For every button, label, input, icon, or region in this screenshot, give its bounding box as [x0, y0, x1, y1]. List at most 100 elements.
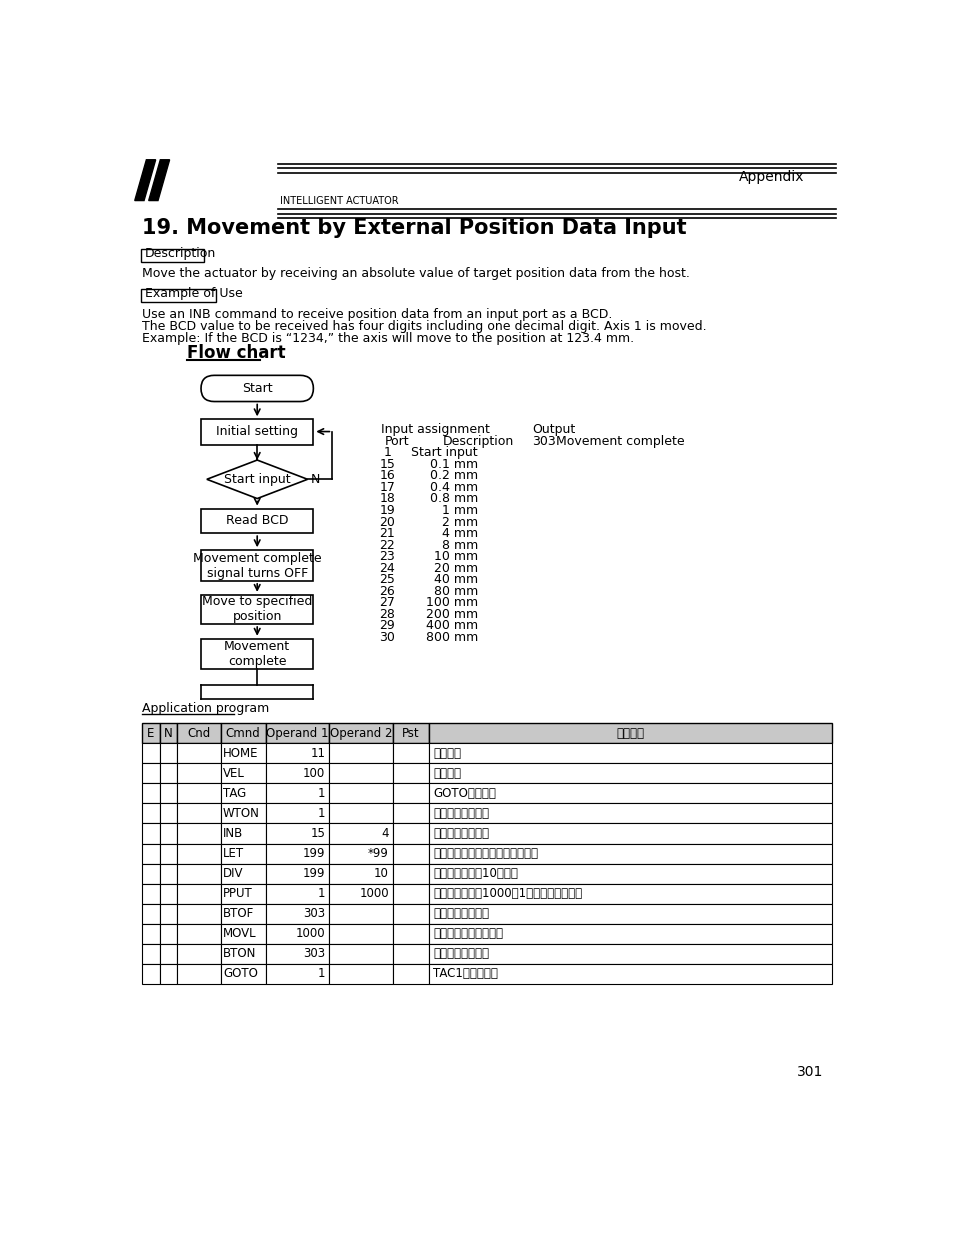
Text: Start: Start [242, 382, 273, 395]
Bar [220, 824, 266, 844]
Bar [429, 844, 831, 863]
Text: Movement complete
signal turns OFF: Movement complete signal turns OFF [193, 552, 321, 579]
Text: 30: 30 [379, 631, 395, 643]
Text: E: E [147, 727, 154, 740]
Bar [142, 763, 159, 783]
Bar [220, 963, 266, 983]
Text: 0.1 mm: 0.1 mm [430, 458, 477, 471]
Bar [159, 963, 176, 983]
Bar [142, 844, 159, 863]
Text: 100: 100 [303, 767, 325, 781]
Bar [176, 844, 220, 863]
Text: 199: 199 [303, 867, 325, 881]
Bar [429, 904, 831, 924]
Bar [266, 904, 329, 924]
Text: 400 mm: 400 mm [425, 620, 477, 632]
Text: 0.2 mm: 0.2 mm [430, 469, 477, 483]
Bar [220, 724, 266, 743]
Text: 24: 24 [379, 562, 395, 574]
Bar [266, 724, 329, 743]
Bar [393, 924, 429, 944]
Bar [220, 743, 266, 763]
Bar [266, 883, 329, 904]
Bar [159, 743, 176, 763]
Text: Cmnd: Cmnd [226, 727, 260, 740]
Bar [176, 804, 220, 824]
Bar [176, 824, 220, 844]
Bar [176, 883, 220, 904]
Text: 1000: 1000 [359, 887, 389, 900]
Bar [201, 419, 313, 445]
Text: Cnd: Cnd [187, 727, 210, 740]
Bar [176, 944, 220, 963]
Text: *99: *99 [368, 847, 389, 860]
Bar [220, 804, 266, 824]
Bar [393, 863, 429, 883]
Bar [329, 944, 393, 963]
Text: 28: 28 [379, 608, 395, 621]
Text: 80 mm: 80 mm [434, 585, 477, 598]
Text: Example: If the BCD is “1234,” the axis will move to the position at 123.4 mm.: Example: If the BCD is “1234,” the axis … [142, 332, 634, 346]
Bar [429, 804, 831, 824]
Text: GOTOの飛び先: GOTOの飛び先 [433, 787, 496, 800]
Bar [393, 963, 429, 983]
Bar [266, 804, 329, 824]
Bar [329, 863, 393, 883]
Text: Description: Description [145, 247, 215, 259]
Text: WTON: WTON [223, 806, 260, 820]
Bar [142, 963, 159, 983]
Text: Input assignment: Input assignment [381, 424, 490, 436]
FancyBboxPatch shape [201, 375, 313, 401]
Bar [329, 783, 393, 804]
Bar [429, 883, 831, 904]
Text: The BCD value to be received has four digits including one decimal digit. Axis 1: The BCD value to be received has four di… [142, 320, 706, 333]
Text: ポジションナン1000の1軸目にデータ代入: ポジションナン1000の1軸目にデータ代入 [433, 887, 581, 900]
Bar [159, 783, 176, 804]
Text: 17: 17 [379, 480, 395, 494]
Text: BTON: BTON [223, 947, 256, 960]
Bar [201, 638, 313, 669]
Text: 速度設定: 速度設定 [433, 767, 460, 781]
Text: 小数点付けの為実数変数にコピー: 小数点付けの為実数変数にコピー [433, 847, 537, 860]
Text: Output: Output [532, 424, 575, 436]
Text: 19: 19 [379, 504, 395, 517]
Text: Application program: Application program [142, 701, 270, 715]
Text: 0.8 mm: 0.8 mm [430, 493, 477, 505]
Bar [142, 824, 159, 844]
Text: Start input: Start input [411, 446, 477, 459]
Bar [159, 863, 176, 883]
Text: Flow chart: Flow chart [187, 343, 286, 362]
Text: DIV: DIV [223, 867, 243, 881]
Bar [220, 783, 266, 804]
Bar [159, 724, 176, 743]
Bar [329, 883, 393, 904]
Bar [266, 763, 329, 783]
Bar [176, 963, 220, 983]
Polygon shape [207, 461, 307, 499]
Text: VEL: VEL [223, 767, 245, 781]
Text: 100 mm: 100 mm [425, 597, 477, 609]
Text: 22: 22 [379, 538, 395, 552]
Bar [266, 963, 329, 983]
Text: スタート入力待ち: スタート入力待ち [433, 806, 489, 820]
Text: Move the actuator by receiving an absolute value of target position data from th: Move the actuator by receiving an absolu… [142, 267, 690, 280]
Bar [393, 904, 429, 924]
Text: 301: 301 [797, 1065, 822, 1079]
Bar [266, 863, 329, 883]
Bar [329, 804, 393, 824]
Text: コメント: コメント [616, 727, 644, 740]
Bar [329, 824, 393, 844]
Text: 29: 29 [379, 620, 395, 632]
Text: 303: 303 [532, 435, 556, 447]
Bar [159, 904, 176, 924]
Text: 4 mm: 4 mm [441, 527, 477, 540]
Text: GOTO: GOTO [223, 967, 257, 981]
Bar [201, 509, 313, 534]
Text: 8 mm: 8 mm [441, 538, 477, 552]
Text: N: N [164, 727, 172, 740]
Bar [142, 904, 159, 924]
Bar [329, 844, 393, 863]
Bar [176, 863, 220, 883]
Text: Use an INB command to receive position data from an input port as a BCD.: Use an INB command to receive position d… [142, 308, 612, 321]
Bar [429, 724, 831, 743]
